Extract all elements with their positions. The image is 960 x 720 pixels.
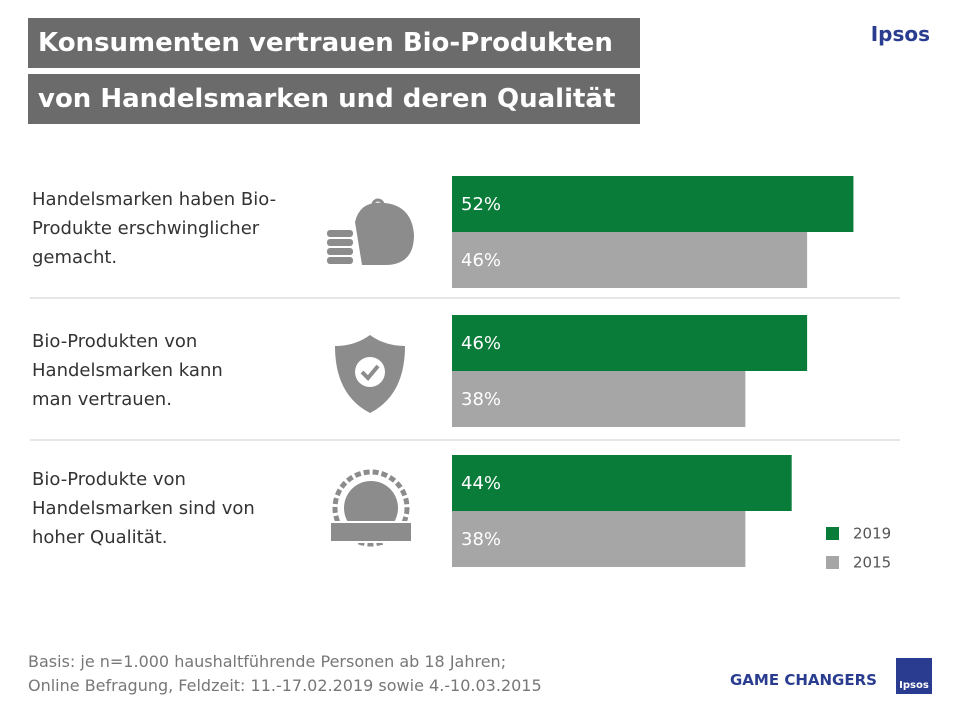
slogan: GAME CHANGERS	[730, 671, 877, 689]
bar	[452, 371, 746, 427]
footnote-line: Basis: je n=1.000 haushaltführende Perso…	[28, 652, 507, 671]
badge: Ipsos	[896, 658, 932, 694]
icon-shield	[335, 335, 405, 413]
value-label: 38%	[461, 389, 501, 410]
legend-label: 2019	[853, 525, 891, 543]
legend-label: 2015	[853, 554, 891, 572]
footnote-line: Online Befragung, Feldzeit: 11.-17.02.20…	[28, 676, 542, 695]
title-line: Konsumenten vertrauen Bio-Produkten	[28, 18, 640, 68]
value-label: 46%	[461, 250, 501, 271]
bar	[452, 455, 792, 511]
category-label: Bio-Produkten von Handelsmarken kann man…	[32, 331, 223, 410]
icon-badge	[329, 469, 413, 547]
legend-swatch	[826, 556, 839, 569]
category-label: Handelsmarken haben Bio-Produkte erschwi…	[32, 189, 277, 268]
bar	[452, 315, 808, 371]
value-label: 46%	[461, 333, 501, 354]
title-line: von Handelsmarken und deren Qualität	[28, 74, 640, 124]
footnote: Basis: je n=1.000 haushaltführende Perso…	[28, 650, 542, 698]
value-label: 52%	[461, 194, 501, 215]
logo: Ipsos	[870, 22, 930, 46]
bar	[452, 176, 854, 232]
value-label: 38%	[461, 529, 501, 550]
legend-swatch	[826, 527, 839, 540]
category-label: Bio-Produkte von Handelsmarken sind von …	[32, 469, 255, 548]
icon-purse	[327, 198, 414, 265]
bar	[452, 232, 808, 288]
bar	[452, 511, 746, 567]
value-label: 44%	[461, 473, 501, 494]
